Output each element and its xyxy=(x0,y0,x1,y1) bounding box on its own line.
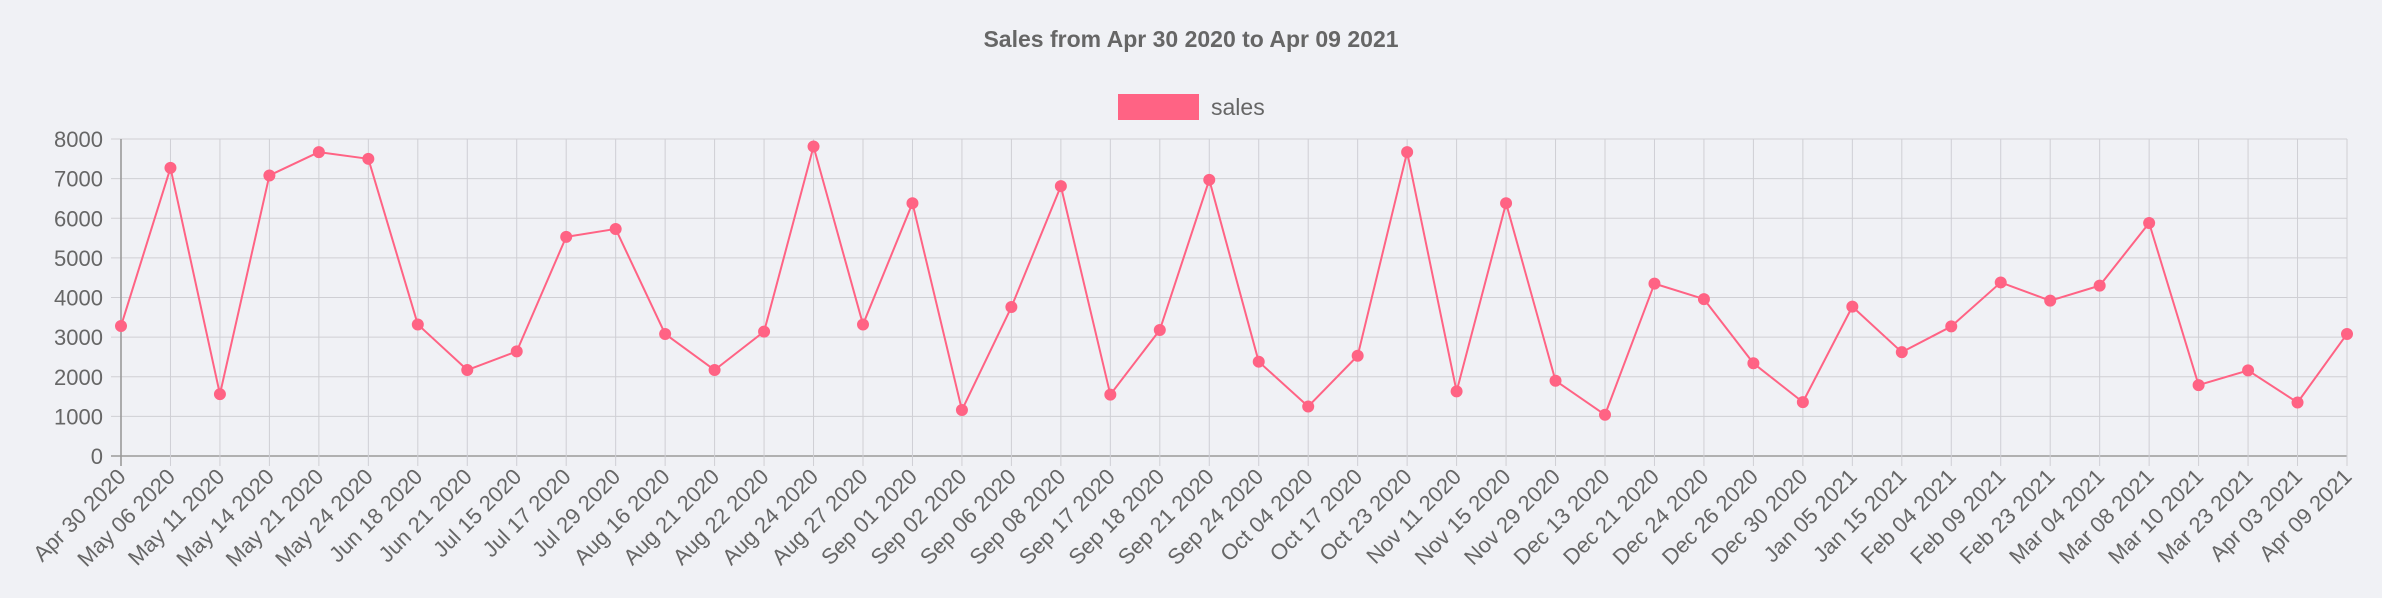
y-tick-label: 3000 xyxy=(54,325,103,350)
data-point[interactable] xyxy=(362,152,375,165)
y-tick-label: 0 xyxy=(91,444,103,469)
grid xyxy=(111,138,2348,466)
legend-swatch-sales xyxy=(1118,94,1199,120)
data-point[interactable] xyxy=(1697,293,1710,306)
data-point[interactable] xyxy=(2341,327,2353,340)
legend-label-sales: sales xyxy=(1211,94,1265,120)
data-point[interactable] xyxy=(1994,276,2007,289)
data-point[interactable] xyxy=(1351,349,1364,362)
data-point[interactable] xyxy=(1599,408,1611,421)
data-point[interactable] xyxy=(659,327,672,340)
data-point[interactable] xyxy=(1054,180,1067,193)
data-point[interactable] xyxy=(1450,385,1463,398)
y-tick-label: 1000 xyxy=(54,404,103,429)
data-point[interactable] xyxy=(2192,379,2205,392)
data-point[interactable] xyxy=(1895,346,1908,359)
data-point[interactable] xyxy=(906,197,919,210)
legend[interactable]: sales xyxy=(1118,94,1265,120)
data-point[interactable] xyxy=(955,404,968,417)
y-tick-label: 4000 xyxy=(54,286,103,311)
data-point[interactable] xyxy=(1549,374,1562,387)
data-point[interactable] xyxy=(164,161,177,174)
y-tick-label: 2000 xyxy=(54,365,103,390)
data-point[interactable] xyxy=(263,169,276,182)
data-point[interactable] xyxy=(2143,217,2156,230)
data-point[interactable] xyxy=(213,388,226,401)
data-point[interactable] xyxy=(560,230,573,243)
data-point[interactable] xyxy=(1401,146,1414,159)
data-point[interactable] xyxy=(1945,320,1958,333)
data-point[interactable] xyxy=(1846,300,1859,313)
data-point[interactable] xyxy=(758,325,771,338)
y-tick-label: 7000 xyxy=(54,167,103,192)
data-point[interactable] xyxy=(807,140,820,153)
data-point[interactable] xyxy=(312,146,325,159)
data-point[interactable] xyxy=(1796,396,1809,409)
y-tick-label: 6000 xyxy=(54,206,103,231)
data-point[interactable] xyxy=(1747,357,1760,370)
data-point[interactable] xyxy=(2242,364,2255,377)
data-point[interactable] xyxy=(1203,173,1216,186)
data-point[interactable] xyxy=(411,318,424,331)
y-axis: 0 1000 2000 3000 4000 5000 6000 7000 8000 xyxy=(54,127,103,469)
data-point[interactable] xyxy=(1500,197,1513,210)
data-point[interactable] xyxy=(1104,388,1117,401)
series-line-sales xyxy=(120,145,2348,416)
data-point[interactable] xyxy=(510,345,523,358)
data-points xyxy=(115,140,2353,421)
series-sales xyxy=(120,145,2348,416)
chart-title: Sales from Apr 30 2020 to Apr 09 2021 xyxy=(983,26,1398,52)
y-tick-label: 5000 xyxy=(54,246,103,271)
data-point[interactable] xyxy=(609,222,622,235)
data-point[interactable] xyxy=(1005,301,1018,314)
data-point[interactable] xyxy=(115,320,127,333)
data-point[interactable] xyxy=(857,318,869,331)
data-point[interactable] xyxy=(708,364,721,377)
data-point[interactable] xyxy=(1302,400,1315,413)
data-point[interactable] xyxy=(2044,294,2057,307)
data-point[interactable] xyxy=(1648,277,1661,290)
y-tick-label: 8000 xyxy=(54,127,103,152)
data-point[interactable] xyxy=(1252,355,1265,368)
data-point[interactable] xyxy=(2093,279,2106,292)
data-point[interactable] xyxy=(461,364,474,377)
data-point[interactable] xyxy=(2291,396,2304,409)
data-point[interactable] xyxy=(1153,323,1166,336)
